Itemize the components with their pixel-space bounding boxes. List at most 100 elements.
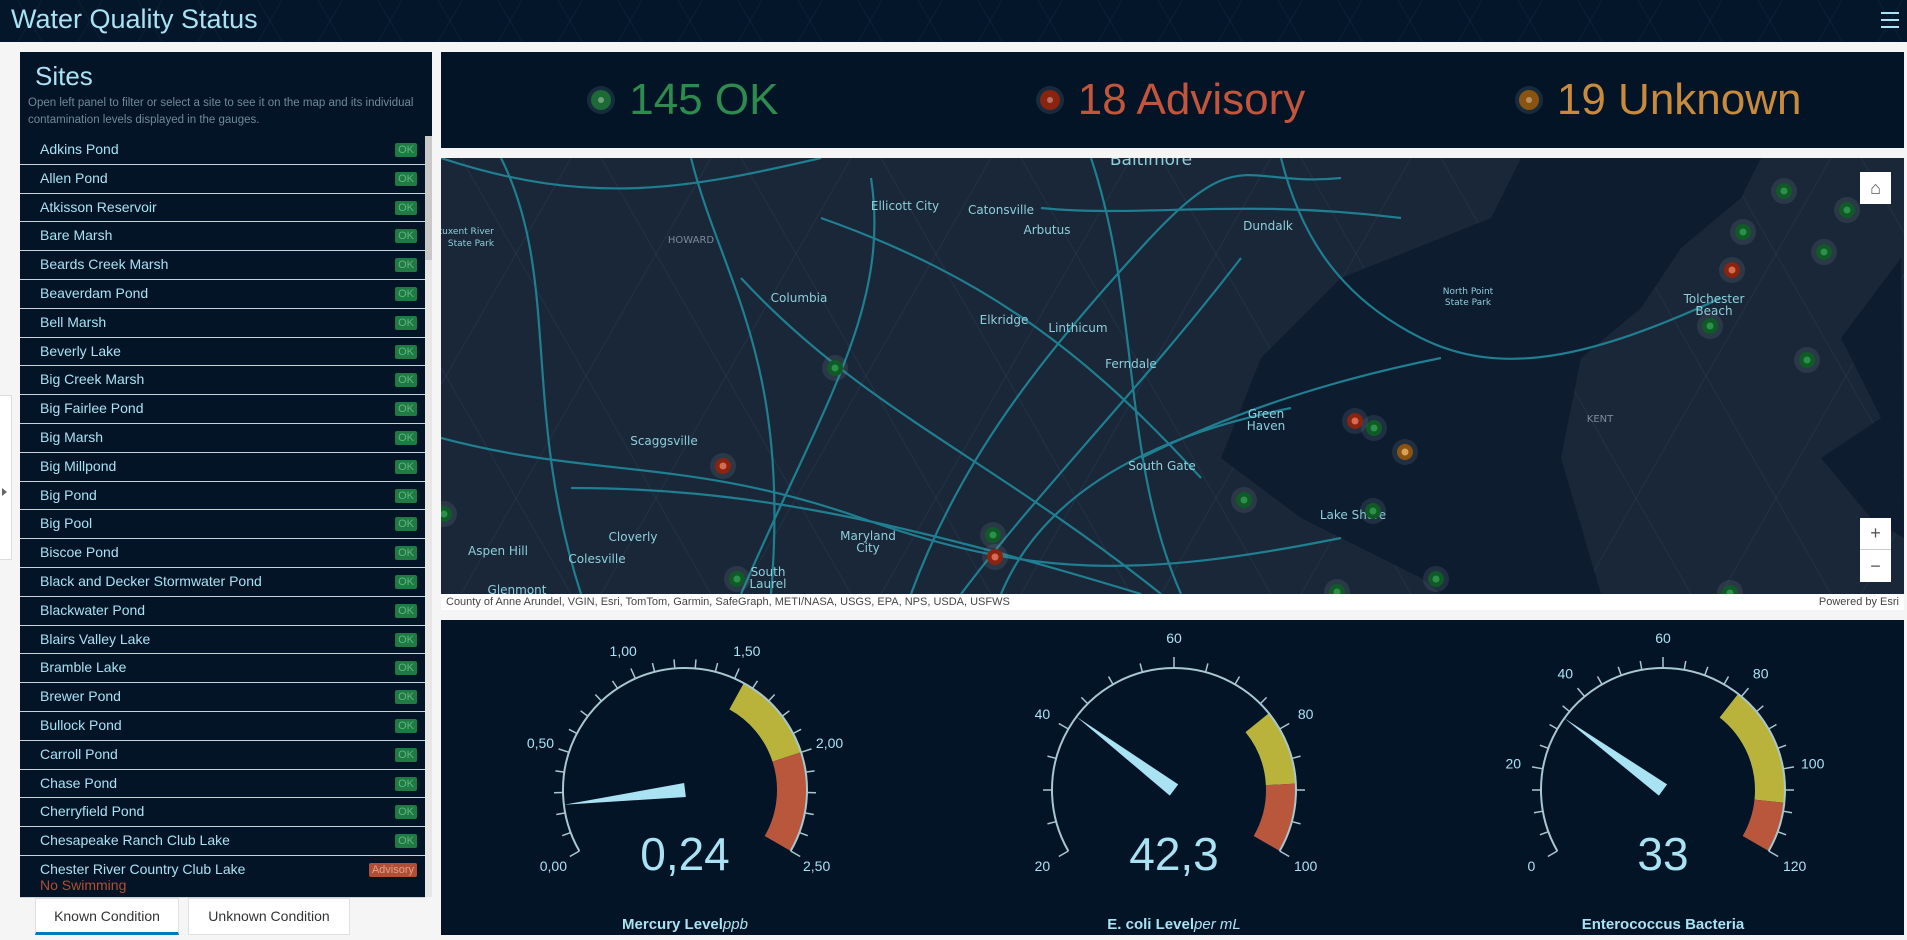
gauge-tick <box>1778 832 1786 835</box>
gauge-tick-label: 20 <box>1506 756 1522 772</box>
gauge-arc <box>1052 668 1296 851</box>
status-badge: OK <box>395 546 417 560</box>
gauge-tick <box>1059 724 1069 730</box>
site-list-item[interactable]: Big Millpond OK <box>20 453 425 482</box>
tab-unknown-condition[interactable]: Unknown Condition <box>188 898 350 935</box>
marker-center <box>1433 576 1440 583</box>
site-name: Big Millpond <box>40 458 116 474</box>
zoom-out-button[interactable]: − <box>1860 550 1891 582</box>
powered-by-esri[interactable]: Powered by Esri <box>1819 594 1899 610</box>
map-marker-ok[interactable] <box>822 355 848 381</box>
site-name: Biscoe Pond <box>40 544 119 560</box>
gauge-tick <box>1783 767 1794 769</box>
gauge-title-text: E. coli Level <box>1107 916 1194 933</box>
map-marker-ok[interactable] <box>1423 566 1449 592</box>
map-marker-advisory[interactable] <box>710 453 736 479</box>
site-name: Beards Creek Marsh <box>40 256 168 272</box>
status-badge: OK <box>395 575 417 589</box>
map-marker-ok[interactable] <box>1360 498 1386 524</box>
site-name: Brewer Pond <box>40 688 121 704</box>
gauge-needle <box>564 783 686 805</box>
gauge-tick <box>1235 677 1240 685</box>
marker-center <box>734 576 741 583</box>
map-marker-unknown[interactable] <box>1392 439 1418 465</box>
map-marker-ok[interactable] <box>1231 487 1257 513</box>
gauge-tick-label: 40 <box>1035 706 1051 722</box>
status-badge: OK <box>395 143 417 157</box>
map-marker-ok[interactable] <box>441 501 457 527</box>
map-label: State Park <box>1445 298 1492 308</box>
home-button[interactable]: ⌂ <box>1860 172 1891 204</box>
map-marker-ok[interactable] <box>1811 239 1837 265</box>
map-marker-ok[interactable] <box>1794 347 1820 373</box>
hamburger-icon[interactable] <box>1881 12 1899 30</box>
gauge-tick <box>1292 756 1301 758</box>
zoom-in-button[interactable]: + <box>1860 518 1891 550</box>
status-badge: OK <box>395 460 417 474</box>
gauge-tick <box>1109 677 1114 685</box>
map-marker-advisory[interactable] <box>1342 408 1368 434</box>
map-marker-advisory[interactable] <box>1719 257 1745 283</box>
map-label: HOWARD <box>668 235 715 246</box>
map-marker-advisory[interactable] <box>982 544 1008 570</box>
map-marker-ok[interactable] <box>1324 579 1350 594</box>
map-label: City <box>856 541 880 555</box>
gauge-title-text: Enterococcus Bacteria <box>1582 916 1745 933</box>
left-panel-toggle[interactable] <box>0 395 12 560</box>
status-badge: OK <box>395 373 417 387</box>
gauge-tick <box>1532 767 1543 769</box>
map-marker-ok[interactable] <box>1834 197 1860 223</box>
marker-center <box>1729 267 1736 274</box>
map-marker-ok[interactable] <box>724 566 750 592</box>
tab-known-condition[interactable]: Known Condition <box>35 898 179 935</box>
map-marker-ok[interactable] <box>980 522 1006 548</box>
list-scrollbar[interactable] <box>425 136 432 897</box>
gauge-tick <box>1047 822 1056 824</box>
gauge-band <box>765 752 807 851</box>
marker-center <box>1821 249 1828 256</box>
gauge-tick <box>801 749 811 752</box>
map-label: Aspen Hill <box>468 544 528 558</box>
status-badge: OK <box>395 402 417 416</box>
map-marker-ok[interactable] <box>1771 178 1797 204</box>
map-marker-ok[interactable] <box>1717 580 1743 594</box>
scrollbar-thumb[interactable] <box>425 136 432 260</box>
site-name: Blairs Valley Lake <box>40 631 150 647</box>
map-marker-ok[interactable] <box>1697 313 1723 339</box>
site-list-item[interactable]: Biscoe Pond OK <box>20 539 425 568</box>
gauge-tick-label: 1,00 <box>610 643 637 659</box>
gauge-value: 0,24 <box>640 828 730 880</box>
gauge-tick-label: 60 <box>1166 630 1182 646</box>
gauge-tick <box>613 681 618 688</box>
gauge-tick <box>1206 663 1208 672</box>
map-marker-ok[interactable] <box>1730 219 1756 245</box>
site-name: Carroll Pond <box>40 746 118 762</box>
status-badge: OK <box>395 661 417 675</box>
